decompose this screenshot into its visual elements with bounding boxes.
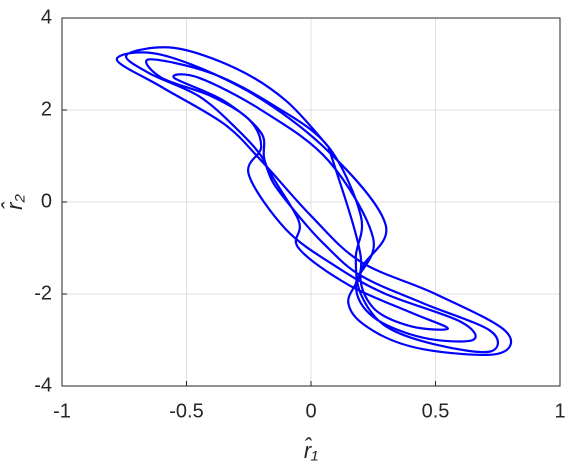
- y-axis-label: r̂₂: [2, 194, 27, 210]
- x-tick-label: 0: [305, 400, 316, 422]
- y-tick-label: -2: [34, 282, 52, 304]
- trajectory: [115, 46, 513, 356]
- y-tick-label: 2: [41, 98, 52, 120]
- x-tick-label: 1: [554, 400, 565, 422]
- x-tick-label: -0.5: [169, 400, 203, 422]
- y-tick-label: -4: [34, 374, 52, 396]
- x-axis-label: r̂₁: [304, 438, 318, 463]
- y-tick-label: 4: [41, 6, 52, 28]
- x-tick-label: -1: [53, 400, 71, 422]
- x-tick-label: 0.5: [422, 400, 450, 422]
- y-tick-label: 0: [41, 190, 52, 212]
